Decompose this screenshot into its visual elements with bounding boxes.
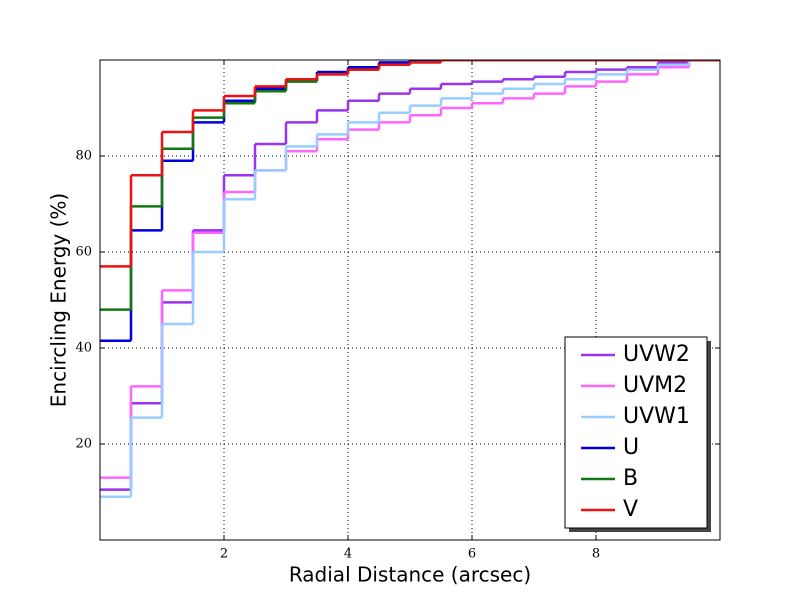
legend-label: UVW2 [623,342,690,367]
series [100,60,720,499]
y-tick-label: 80 [75,149,92,164]
y-axis-label: Encircling Energy (%) [47,193,71,407]
x-tick-label: 8 [592,547,600,562]
y-tick-label: 60 [75,245,92,260]
legend-label: V [623,497,638,522]
x-axis-label: Radial Distance (arcsec) [289,563,531,587]
series [100,60,720,268]
x-tick-label: 6 [468,547,476,562]
y-tick-label: 40 [75,341,92,356]
legend-label: UVW1 [623,404,690,429]
legend-label: B [623,466,638,491]
x-tick-label: 4 [344,547,352,562]
x-tick-label: 2 [220,547,228,562]
legend-label: UVM2 [623,373,687,398]
legend-box [564,336,708,529]
plot-frame [99,59,721,541]
legend-label: U [623,435,639,460]
y-tick-label: 20 [75,437,92,452]
